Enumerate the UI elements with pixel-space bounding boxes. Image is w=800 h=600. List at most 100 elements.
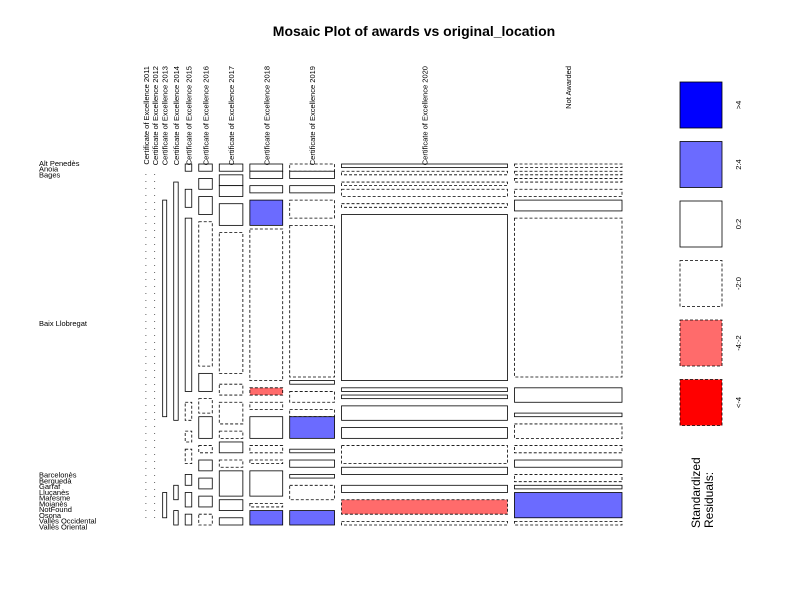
mosaic-tile xyxy=(249,170,284,179)
row-label: Bages xyxy=(39,170,61,179)
mosaic-tile xyxy=(514,445,623,454)
mosaic-tile xyxy=(341,203,508,208)
column-label: Certificate of Excellence 2013 xyxy=(161,66,170,165)
mosaic-tile xyxy=(341,484,508,493)
mosaic-tile xyxy=(341,394,508,400)
row-label: Berguedà xyxy=(39,476,72,485)
legend-title: StandardizedResiduals: xyxy=(689,457,716,528)
mosaic-tile xyxy=(514,459,623,468)
mosaic-tile xyxy=(514,170,623,176)
mosaic-tile xyxy=(198,445,213,454)
mosaic-tile xyxy=(198,459,213,472)
mosaic-tile xyxy=(289,459,335,468)
row-label: NotFound xyxy=(39,505,72,514)
mosaic-tile xyxy=(514,520,623,526)
mosaic-tile xyxy=(249,470,284,497)
mosaic-tile xyxy=(341,445,508,465)
mosaic-tile xyxy=(341,188,508,197)
mosaic-tile xyxy=(198,372,213,392)
mosaic-tile xyxy=(249,199,284,226)
mosaic-tile xyxy=(184,448,193,465)
mosaic-tile xyxy=(341,499,508,515)
mosaic-tile xyxy=(184,513,193,526)
mosaic-tile xyxy=(289,484,335,501)
mosaic-tile xyxy=(218,203,244,226)
mosaic-tile xyxy=(218,232,244,374)
mosaic-tile xyxy=(514,492,623,519)
legend-label: <-4 xyxy=(734,397,743,408)
mosaic-tile xyxy=(173,510,179,526)
row-label: Barcelonès xyxy=(39,471,77,480)
mosaic-tile xyxy=(249,445,284,454)
mosaic-tile xyxy=(218,499,244,511)
row-label: Baix Llobregat xyxy=(39,319,88,328)
row-label: Maresme xyxy=(39,494,70,503)
mosaic-tile xyxy=(289,380,335,385)
legend-swatch xyxy=(679,141,723,188)
mosaic-tile xyxy=(198,513,213,526)
mosaic-tile xyxy=(341,466,508,475)
column-labels: Certificate of Excellence 2011 Certificat… xyxy=(142,66,573,165)
mosaic-tile xyxy=(341,163,508,169)
mosaic-tile xyxy=(198,416,213,439)
row-label: Moianès xyxy=(39,499,68,508)
mosaic-tiles xyxy=(145,163,623,526)
row-label: Vallès Occidental xyxy=(39,517,97,526)
mosaic-tile xyxy=(289,510,335,526)
column-label: Certificate of Excellence 2016 xyxy=(202,66,211,165)
mosaic-tile xyxy=(249,401,284,410)
mosaic-tile xyxy=(514,217,623,378)
mosaic-tile xyxy=(249,185,284,194)
mosaic-tile xyxy=(289,448,335,454)
legend-label: -2:0 xyxy=(734,277,743,290)
mosaic-tile xyxy=(289,409,335,418)
mosaic-tile xyxy=(198,196,213,215)
mosaic-tile xyxy=(341,405,508,421)
legend-label: 2:4 xyxy=(734,159,743,169)
legend-label: 0:2 xyxy=(734,219,743,229)
mosaic-tile xyxy=(198,163,213,172)
row-label: Garraf xyxy=(39,482,61,491)
mosaic-tile xyxy=(218,517,244,526)
mosaic-tile xyxy=(249,416,284,439)
row-label: Anoia xyxy=(39,165,59,174)
mosaic-tile xyxy=(184,401,193,421)
mosaic-tile xyxy=(289,199,335,219)
column-label: Not Awarded xyxy=(564,66,573,109)
mosaic-tile xyxy=(162,199,168,418)
mosaic-tile xyxy=(184,474,193,486)
mosaic-tile xyxy=(184,188,193,208)
column-label: Certificate of Excellence 2020 xyxy=(421,66,430,165)
mosaic-tile xyxy=(249,459,284,465)
mosaic-tile xyxy=(514,178,623,183)
mosaic-tile xyxy=(218,185,244,197)
mosaic-tile xyxy=(173,484,179,501)
mosaic-tile xyxy=(162,492,168,519)
mosaic-tile xyxy=(173,181,179,421)
column-label: Certificate of Excellence 2018 xyxy=(262,66,271,165)
mosaic-tile xyxy=(289,224,335,378)
legend-swatch xyxy=(679,81,723,129)
column-label: Certificate of Excellence 2017 xyxy=(227,66,236,165)
legend-label: -4:-2 xyxy=(734,335,743,350)
legend-swatch xyxy=(679,319,723,367)
row-label: Lluçanès xyxy=(39,488,69,497)
mosaic-tile xyxy=(289,416,335,439)
mosaic-tile xyxy=(184,163,193,172)
mosaic-tile xyxy=(514,199,623,212)
chart-title: Mosaic Plot of awards vs original_locati… xyxy=(273,23,555,39)
mosaic-tile xyxy=(289,474,335,479)
column-label: Certificate of Excellence 2011 xyxy=(142,66,151,165)
legend-label: >4 xyxy=(734,101,743,110)
mosaic-tile xyxy=(514,474,623,483)
mosaic-tile xyxy=(184,430,193,443)
mosaic-tile xyxy=(341,170,508,176)
mosaic-tile xyxy=(289,185,335,194)
mosaic-tile xyxy=(514,412,623,418)
row-label: Osona xyxy=(39,511,62,520)
mosaic-tile xyxy=(218,174,244,187)
mosaic-tile xyxy=(514,484,623,490)
legend-swatch xyxy=(679,260,723,307)
